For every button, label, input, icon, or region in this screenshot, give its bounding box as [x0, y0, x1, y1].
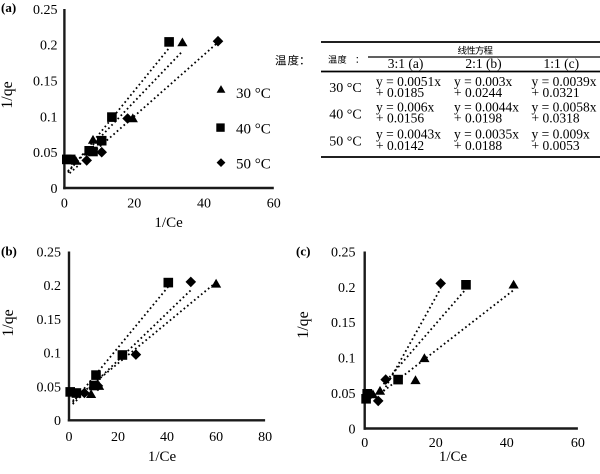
- svg-text:30 °C: 30 °C: [329, 81, 361, 96]
- svg-text:+ 0.0318: + 0.0318: [532, 110, 580, 125]
- svg-text:1/qe: 1/qe: [0, 81, 16, 108]
- svg-text:2:1 (b): 2:1 (b): [465, 56, 501, 71]
- svg-text:0.1: 0.1: [40, 110, 58, 125]
- svg-text:0.25: 0.25: [37, 245, 62, 260]
- svg-text:0.1: 0.1: [44, 347, 62, 362]
- svg-text:0.1: 0.1: [338, 352, 356, 367]
- svg-text:3:1 (a): 3:1 (a): [388, 56, 424, 71]
- svg-text:60: 60: [267, 197, 281, 212]
- svg-text:(b): (b): [1, 244, 17, 259]
- svg-text:0: 0: [66, 430, 73, 445]
- svg-text:+ 0.0142: + 0.0142: [376, 138, 424, 153]
- svg-text:0: 0: [54, 414, 61, 429]
- svg-text:1:1 (c): 1:1 (c): [543, 56, 579, 71]
- svg-text:y = 0.0043x: y = 0.0043x: [376, 126, 441, 141]
- svg-text:40 °C: 40 °C: [329, 108, 361, 123]
- svg-text:+ 0.0053: + 0.0053: [532, 138, 580, 153]
- svg-text:0.05: 0.05: [37, 380, 62, 395]
- svg-text:40: 40: [160, 430, 174, 445]
- svg-text:20: 20: [429, 436, 443, 451]
- svg-text:0.2: 0.2: [338, 281, 356, 296]
- svg-text:0.2: 0.2: [44, 279, 62, 294]
- svg-text:0: 0: [361, 436, 368, 451]
- svg-text:50 °C: 50 °C: [329, 134, 361, 149]
- svg-text:1/Ce: 1/Ce: [439, 449, 468, 465]
- svg-text:(c): (c): [296, 244, 310, 259]
- svg-text:y = 0.0058x: y = 0.0058x: [532, 100, 597, 115]
- svg-text:50 °C: 50 °C: [236, 156, 271, 172]
- svg-text:y = 0.0035x: y = 0.0035x: [454, 126, 519, 141]
- svg-text:40: 40: [500, 436, 514, 451]
- svg-text:60: 60: [571, 436, 585, 451]
- svg-text:+ 0.0156: + 0.0156: [376, 110, 424, 125]
- svg-text:1/Ce: 1/Ce: [154, 215, 183, 231]
- svg-text:+ 0.0188: + 0.0188: [454, 138, 502, 153]
- svg-text:+ 0.0198: + 0.0198: [454, 110, 502, 125]
- svg-text:y = 0.009x: y = 0.009x: [532, 126, 590, 141]
- svg-text:20: 20: [111, 430, 125, 445]
- svg-text:y = 0.003x: y = 0.003x: [454, 74, 512, 89]
- svg-text:0.15: 0.15: [37, 313, 62, 328]
- svg-text:0.15: 0.15: [331, 316, 356, 331]
- svg-text:1/qe: 1/qe: [295, 311, 312, 338]
- svg-text:80: 80: [258, 430, 272, 445]
- svg-text:0.25: 0.25: [331, 245, 356, 260]
- svg-text:0: 0: [61, 197, 68, 212]
- svg-text:0.05: 0.05: [33, 146, 58, 161]
- svg-text:1/Ce: 1/Ce: [148, 449, 177, 465]
- svg-text:30 °C: 30 °C: [236, 86, 271, 102]
- svg-text:(a): (a): [1, 0, 16, 15]
- svg-text:y = 0.0044x: y = 0.0044x: [454, 100, 519, 115]
- svg-text:y = 0.006x: y = 0.006x: [376, 100, 434, 115]
- svg-text:0.15: 0.15: [33, 75, 58, 90]
- svg-text:40: 40: [197, 197, 211, 212]
- svg-text:+ 0.0185: + 0.0185: [376, 85, 424, 100]
- svg-text:0: 0: [349, 422, 356, 437]
- svg-text:0.2: 0.2: [40, 39, 58, 54]
- svg-text:1/qe: 1/qe: [0, 309, 17, 336]
- svg-text:20: 20: [127, 197, 141, 212]
- svg-text:0.05: 0.05: [331, 387, 356, 402]
- svg-text:60: 60: [209, 430, 223, 445]
- svg-text:0.25: 0.25: [33, 3, 58, 18]
- svg-text:y = 0.0051x: y = 0.0051x: [376, 74, 441, 89]
- svg-text:+ 0.0321: + 0.0321: [532, 85, 580, 100]
- svg-text:40 °C: 40 °C: [236, 122, 271, 138]
- svg-text:0: 0: [51, 182, 58, 197]
- svg-text:+ 0.0244: + 0.0244: [454, 85, 502, 100]
- svg-text:y = 0.0039x: y = 0.0039x: [532, 74, 597, 89]
